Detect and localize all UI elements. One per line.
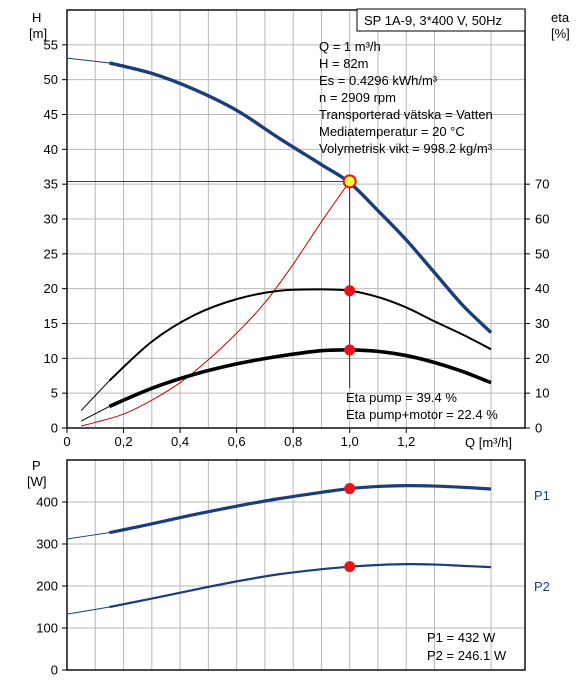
left-tick-label: 5: [51, 386, 58, 401]
top-chart-grid: [67, 10, 525, 428]
eta-pump-motor-curve-extension: [80, 405, 110, 422]
right-tick-label: 30: [535, 316, 549, 331]
x-tick-label: 0,2: [115, 434, 133, 449]
p2-curve-extension: [66, 606, 110, 615]
right-tick-label: 70: [535, 177, 549, 192]
axis-ticks: 0 5 10 15 20 25 30 35 40 45 50 55 0 10 20 30 40 50 60 70 0 0,…: [36, 37, 549, 677]
left-tick-label: 50: [44, 72, 58, 87]
head-curve-extension: [66, 57, 110, 64]
legend-p2: P2: [534, 579, 550, 594]
pump-model-box: [356, 8, 526, 32]
power-tick-label: 400: [36, 495, 58, 510]
bottom-chart-frame: [66, 459, 526, 671]
eta-pump-motor-label: Eta pump+motor = 22.4 %: [346, 407, 498, 422]
eta-pump-curve-extension: [80, 380, 110, 411]
power-axis-label: P: [32, 458, 41, 473]
right-tick-label: 50: [535, 246, 549, 261]
eta-pump-marker: [344, 285, 356, 297]
left-tick-label: 30: [44, 212, 58, 227]
left-tick-label: 0: [51, 421, 58, 436]
p1-curve-extension: [66, 532, 110, 540]
x-tick-label: 0,8: [284, 434, 302, 449]
info-energy: Es = 0.4296 kWh/m³: [319, 73, 438, 88]
top-chart-curves: [66, 57, 493, 427]
left-tick-label: 15: [44, 316, 58, 331]
right-axis-unit: [%]: [551, 26, 570, 41]
right-tick-label: 60: [535, 212, 549, 227]
left-tick-label: 45: [44, 107, 58, 122]
info-density: Volymetrisk vikt = 998.2 kg/m³: [319, 141, 493, 156]
power-axis-unit: [W]: [27, 474, 47, 489]
pump-model-title: SP 1A-9, 3*400 V, 50Hz: [364, 13, 502, 28]
operating-info: Q = 1 m³/h H = 82m Es = 0.4296 kWh/m³ n …: [319, 39, 493, 156]
left-tick-label: 10: [44, 351, 58, 366]
head-curve: [109, 61, 493, 334]
right-axis-label: eta: [551, 10, 570, 25]
eta-pump-motor-curve: [108, 348, 492, 409]
left-tick-label: 40: [44, 142, 58, 157]
p1-curve: [109, 484, 492, 535]
system-curve: [81, 181, 351, 427]
info-head: H = 82m: [319, 56, 369, 71]
info-flow: Q = 1 m³/h: [319, 39, 381, 54]
legend-p1: P1: [534, 488, 550, 503]
x-tick-label: 0,4: [171, 434, 189, 449]
right-tick-label: 40: [535, 281, 549, 296]
p2-value-label: P2 = 246.1 W: [427, 648, 507, 663]
bottom-chart-curves: [66, 483, 492, 615]
info-speed: n = 2909 rpm: [319, 90, 396, 105]
p2-marker: [344, 561, 356, 573]
power-tick-label: 200: [36, 579, 58, 594]
power-tick-label: 0: [51, 663, 58, 678]
right-tick-label: 10: [535, 386, 549, 401]
left-tick-label: 55: [44, 37, 58, 52]
left-tick-label: 25: [44, 246, 58, 261]
p1-value-label: P1 = 432 W: [427, 630, 496, 645]
x-tick-label: 1,0: [341, 434, 359, 449]
eta-pump-curve: [108, 288, 492, 382]
x-tick-label: 1,2: [397, 434, 415, 449]
x-tick-label: 0,6: [228, 434, 246, 449]
power-tick-label: 300: [36, 537, 58, 552]
right-tick-label: 0: [535, 421, 542, 436]
p1-marker: [344, 483, 356, 495]
eta-pump-motor-marker: [344, 344, 356, 356]
left-tick-label: 35: [44, 177, 58, 192]
x-tick-label: 0: [63, 434, 70, 449]
right-tick-label: 20: [535, 351, 549, 366]
eta-pump-label: Eta pump = 39.4 %: [346, 390, 457, 405]
info-liquid: Transporterad vätska = Vatten: [319, 107, 493, 122]
duty-point-marker: [342, 174, 357, 189]
left-axis-unit: [m]: [29, 26, 47, 41]
p2-curve: [109, 563, 492, 609]
x-axis-label: Q [m³/h]: [465, 435, 512, 450]
info-temperature: Mediatemperatur = 20 °C: [319, 124, 465, 139]
left-axis-label: H: [32, 10, 41, 25]
left-tick-label: 20: [44, 281, 58, 296]
power-tick-label: 100: [36, 621, 58, 636]
